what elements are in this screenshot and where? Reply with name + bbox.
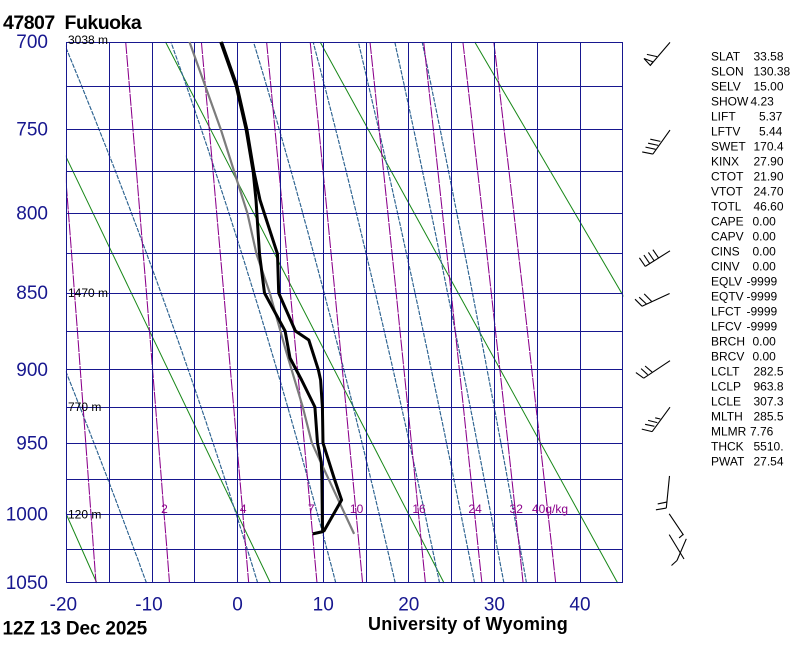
svg-text:1050: 1050 xyxy=(6,573,48,594)
svg-text:32: 32 xyxy=(510,502,524,516)
svg-text:LCLE: LCLE xyxy=(711,395,741,409)
svg-text:10: 10 xyxy=(350,502,364,516)
svg-text:CAPE: CAPE xyxy=(711,214,744,228)
svg-text:40g/kg: 40g/kg xyxy=(532,502,568,516)
svg-text:KINX: KINX xyxy=(711,154,739,168)
svg-text:7.76: 7.76 xyxy=(750,425,774,439)
svg-text:0.00: 0.00 xyxy=(753,350,777,364)
svg-text:PWAT: PWAT xyxy=(711,455,745,469)
svg-text:1000: 1000 xyxy=(6,505,48,526)
svg-text:7: 7 xyxy=(308,502,315,516)
svg-text:3038 m: 3038 m xyxy=(68,33,108,47)
svg-text:33.58: 33.58 xyxy=(754,49,784,63)
svg-text:24: 24 xyxy=(468,502,482,516)
svg-text:-20: -20 xyxy=(50,595,77,616)
svg-text:16: 16 xyxy=(412,502,426,516)
svg-text:LCLT: LCLT xyxy=(711,365,740,379)
svg-text:CINS: CINS xyxy=(711,244,740,258)
svg-text:CTOT: CTOT xyxy=(711,169,744,183)
svg-text:47807 Fukuoka: 47807 Fukuoka xyxy=(3,12,142,34)
svg-text:LCLP: LCLP xyxy=(711,380,741,394)
svg-text:TOTL: TOTL xyxy=(711,199,742,213)
svg-text:800: 800 xyxy=(16,203,48,224)
svg-text:5510.: 5510. xyxy=(754,440,784,454)
svg-text:EQTV: EQTV xyxy=(711,290,744,304)
svg-text:282.5: 282.5 xyxy=(754,365,784,379)
svg-text:-9999: -9999 xyxy=(747,305,778,319)
svg-text:0.00: 0.00 xyxy=(753,244,777,258)
svg-text:27.90: 27.90 xyxy=(754,154,784,168)
svg-text:24.70: 24.70 xyxy=(754,184,784,198)
svg-text:-9999: -9999 xyxy=(747,320,778,334)
svg-text:700: 700 xyxy=(16,32,48,53)
svg-text:LFCT: LFCT xyxy=(711,305,742,319)
svg-text:4: 4 xyxy=(240,502,247,516)
svg-text:120 m: 120 m xyxy=(68,508,101,522)
svg-text:-9999: -9999 xyxy=(747,290,778,304)
svg-text:40: 40 xyxy=(569,595,590,616)
svg-text:0: 0 xyxy=(232,595,243,616)
svg-text:30: 30 xyxy=(484,595,505,616)
svg-text:15.00: 15.00 xyxy=(754,79,784,93)
svg-text:LFTV: LFTV xyxy=(711,124,740,138)
svg-text:27.54: 27.54 xyxy=(754,455,784,469)
svg-text:THCK: THCK xyxy=(711,440,744,454)
svg-text:1470 m: 1470 m xyxy=(68,286,108,300)
svg-text:SELV: SELV xyxy=(711,79,741,93)
svg-text:VTOT: VTOT xyxy=(711,184,743,198)
svg-text:0.00: 0.00 xyxy=(753,335,777,349)
svg-text:21.90: 21.90 xyxy=(754,169,784,183)
svg-text:285.5: 285.5 xyxy=(754,410,784,424)
svg-text:MLMR: MLMR xyxy=(711,425,747,439)
svg-text:SLAT: SLAT xyxy=(711,49,741,63)
svg-text:750: 750 xyxy=(16,120,48,141)
svg-text:MLTH: MLTH xyxy=(711,410,743,424)
svg-text:EQLV: EQLV xyxy=(711,274,742,288)
svg-text:LIFT: LIFT xyxy=(711,109,736,123)
svg-text:0.00: 0.00 xyxy=(753,214,777,228)
svg-text:20: 20 xyxy=(398,595,419,616)
svg-text:5.44: 5.44 xyxy=(759,124,783,138)
svg-text:12Z 13 Dec 2025: 12Z 13 Dec 2025 xyxy=(3,619,148,640)
svg-text:BRCH: BRCH xyxy=(711,335,745,349)
svg-text:770 m: 770 m xyxy=(68,400,101,414)
svg-text:CAPV: CAPV xyxy=(711,229,744,243)
svg-text:SWET: SWET xyxy=(711,139,746,153)
svg-text:0.00: 0.00 xyxy=(753,229,777,243)
svg-text:900: 900 xyxy=(16,360,48,381)
svg-text:-10: -10 xyxy=(135,595,162,616)
svg-text:5.37: 5.37 xyxy=(759,109,783,123)
svg-text:46.60: 46.60 xyxy=(754,199,784,213)
svg-text:950: 950 xyxy=(16,434,48,455)
svg-text:170.4: 170.4 xyxy=(754,139,784,153)
svg-text:850: 850 xyxy=(16,283,48,304)
svg-text:130.38: 130.38 xyxy=(754,64,791,78)
svg-text:10: 10 xyxy=(313,595,334,616)
svg-text:University of Wyoming: University of Wyoming xyxy=(368,614,568,634)
svg-text:963.8: 963.8 xyxy=(754,380,784,394)
svg-text:2: 2 xyxy=(161,502,168,516)
svg-text:4.23: 4.23 xyxy=(751,94,775,108)
svg-text:307.3: 307.3 xyxy=(754,395,784,409)
svg-text:LFCV: LFCV xyxy=(711,320,742,334)
svg-text:SLON: SLON xyxy=(711,64,744,78)
svg-text:0.00: 0.00 xyxy=(753,259,777,273)
svg-text:BRCV: BRCV xyxy=(711,350,744,364)
svg-text:CINV: CINV xyxy=(711,259,740,273)
svg-text:-9999: -9999 xyxy=(747,274,778,288)
svg-text:SHOW: SHOW xyxy=(711,94,749,108)
